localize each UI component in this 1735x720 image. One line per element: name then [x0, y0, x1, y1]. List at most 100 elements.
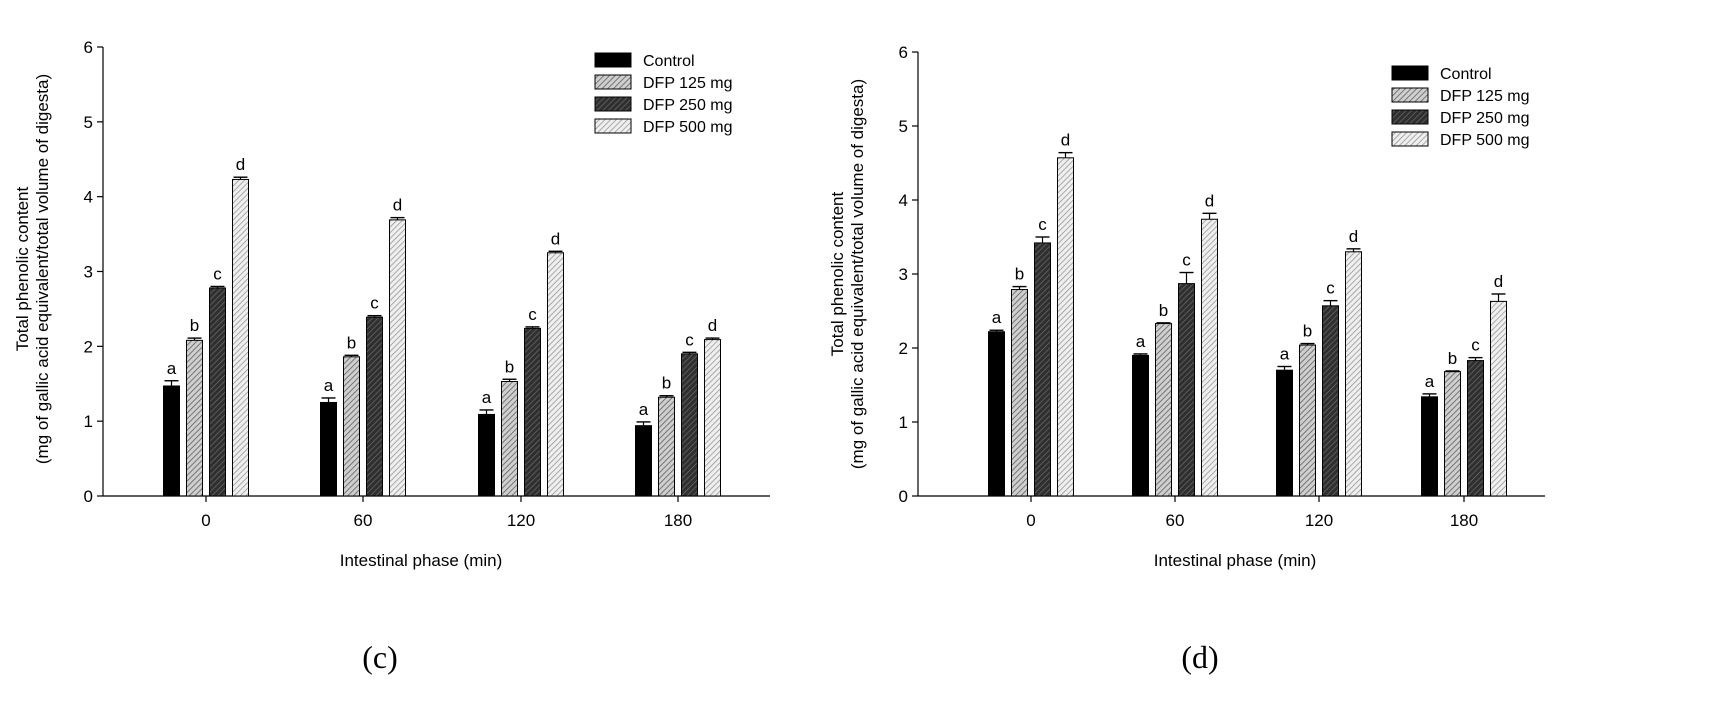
- bar-dfp-250-mg-0: [1034, 242, 1051, 497]
- bar-control-120: [1276, 369, 1293, 497]
- legend: Control DFP 125 mg DFP 250 mg DFP 500 mg: [1391, 65, 1530, 149]
- legend-label: DFP 250 mg: [1440, 110, 1530, 127]
- significance-letter: d: [1494, 272, 1503, 291]
- legend-swatch: [594, 52, 632, 68]
- bar-dfp-125-mg-120: [501, 381, 518, 497]
- significance-letter: c: [685, 330, 694, 349]
- legend-label: DFP 250 mg: [643, 97, 733, 114]
- y-axis-title-d: Total phenolic content (mg of gallic aci…: [828, 79, 867, 469]
- bar-dfp-125-mg-60: [1155, 323, 1172, 497]
- y-tick-label: 2: [84, 337, 93, 356]
- y-axis-title-c: Total phenolic content (mg of gallic aci…: [13, 74, 52, 464]
- significance-letter: c: [370, 294, 379, 313]
- legend-label: DFP 500 mg: [643, 119, 733, 136]
- legend-swatch: [594, 74, 632, 90]
- bar-dfp-500-mg-0: [1057, 157, 1074, 497]
- bar-dfp-250-mg-180: [1467, 360, 1484, 497]
- significance-letter: b: [1159, 301, 1168, 320]
- bar-dfp-125-mg-180: [1444, 371, 1461, 497]
- significance-letter: d: [1061, 131, 1070, 150]
- bar-control-180: [635, 425, 652, 497]
- significance-letter: c: [1038, 215, 1047, 234]
- x-axis-title-d: Intestinal phase (min): [1154, 551, 1317, 570]
- y-axis-title-line1: Total phenolic content: [828, 192, 847, 357]
- legend-label: Control: [1440, 66, 1492, 83]
- x-axis-title-c: Intestinal phase (min): [340, 551, 503, 570]
- y-axis-title-line2: (mg of gallic acid equivalent/total volu…: [848, 79, 867, 469]
- bar-dfp-500-mg-180: [1490, 300, 1507, 497]
- significance-letter: d: [1205, 191, 1214, 210]
- significance-letter: b: [505, 357, 514, 376]
- y-tick-label: 6: [899, 43, 908, 62]
- chart-panel-c: Total phenolic content (mg of gallic aci…: [13, 38, 770, 675]
- legend-swatch: [1391, 65, 1429, 81]
- significance-letter: a: [1136, 332, 1146, 351]
- significance-letter: a: [324, 376, 334, 395]
- x-tick-label: 120: [1305, 511, 1333, 530]
- bar-control-0: [988, 331, 1005, 497]
- bar-dfp-500-mg-120: [1345, 251, 1362, 497]
- significance-letter: b: [190, 316, 199, 335]
- significance-letter: b: [1448, 349, 1457, 368]
- significance-letter: c: [528, 305, 537, 324]
- y-tick-label: 2: [899, 339, 908, 358]
- y-tick-label: 4: [84, 188, 93, 207]
- y-tick-label: 4: [899, 191, 908, 210]
- y-axis-title-line1: Total phenolic content: [13, 187, 32, 352]
- legend-swatch: [1391, 131, 1429, 147]
- bar-dfp-250-mg-120: [1322, 305, 1339, 497]
- significance-letter: a: [992, 308, 1002, 327]
- y-tick-label: 1: [84, 412, 93, 431]
- x-tick-label: 60: [1166, 511, 1185, 530]
- bar-control-0: [163, 385, 180, 497]
- significance-letter: b: [662, 374, 671, 393]
- x-tick-label: 0: [201, 511, 210, 530]
- bar-dfp-125-mg-60: [343, 356, 360, 497]
- y-axis-title-line2: (mg of gallic acid equivalent/total volu…: [33, 74, 52, 464]
- bar-dfp-125-mg-120: [1299, 344, 1316, 497]
- significance-letter: c: [1326, 279, 1335, 298]
- x-tick-label: 180: [664, 511, 692, 530]
- legend: Control DFP 125 mg DFP 250 mg DFP 500 mg: [594, 52, 733, 136]
- significance-letter: b: [1015, 265, 1024, 284]
- y-tick-label: 3: [84, 263, 93, 282]
- bar-dfp-250-mg-0: [209, 287, 226, 497]
- bar-dfp-500-mg-60: [1201, 218, 1218, 497]
- legend-swatch: [594, 118, 632, 134]
- significance-letter: c: [1471, 336, 1480, 355]
- bar-control-180: [1421, 396, 1438, 497]
- bar-dfp-250-mg-60: [366, 316, 383, 497]
- y-tick-label: 5: [84, 113, 93, 132]
- significance-letter: b: [1303, 322, 1312, 341]
- x-tick-label: 180: [1450, 511, 1478, 530]
- x-tick-label: 120: [507, 511, 535, 530]
- significance-letter: a: [167, 359, 177, 378]
- bar-control-60: [320, 401, 337, 497]
- bar-dfp-250-mg-120: [524, 327, 541, 497]
- y-tick-label: 1: [899, 413, 908, 432]
- bar-dfp-125-mg-0: [1011, 289, 1028, 497]
- bar-dfp-250-mg-60: [1178, 283, 1195, 497]
- legend-swatch: [1391, 87, 1429, 103]
- significance-letter: b: [347, 333, 356, 352]
- legend-swatch: [594, 96, 632, 112]
- bar-control-60: [1132, 354, 1149, 497]
- panel-label-d: (d): [1181, 639, 1218, 675]
- significance-letter: d: [1349, 227, 1358, 246]
- significance-letter: a: [1425, 372, 1435, 391]
- legend-label: DFP 125 mg: [643, 75, 733, 92]
- x-tick-label: 0: [1026, 511, 1035, 530]
- significance-letter: a: [1280, 345, 1290, 364]
- bar-dfp-125-mg-0: [186, 339, 203, 497]
- panel-label-c: (c): [362, 639, 398, 675]
- bar-dfp-500-mg-120: [547, 252, 564, 497]
- significance-letter: c: [1182, 251, 1191, 270]
- significance-letter: d: [708, 316, 717, 335]
- bar-dfp-500-mg-180: [704, 339, 721, 497]
- significance-letter: a: [639, 400, 649, 419]
- significance-letter: a: [482, 388, 492, 407]
- bar-dfp-500-mg-60: [389, 219, 406, 497]
